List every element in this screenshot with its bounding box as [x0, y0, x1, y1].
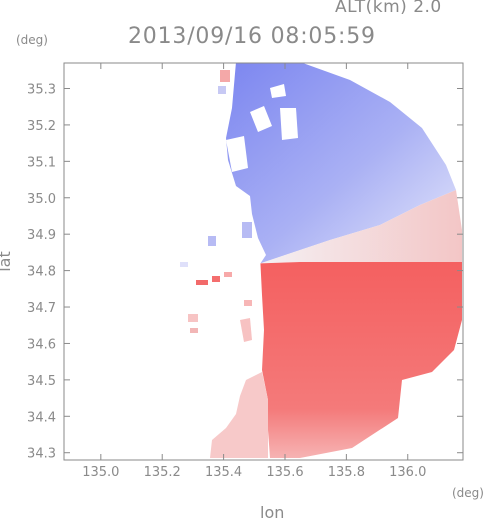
y-tick-label: 34.8: [27, 265, 56, 280]
neutral-velocity-band: [260, 190, 462, 264]
west-echo-patch: [240, 318, 252, 342]
y-tick-label: 35.2: [27, 119, 56, 134]
echo-fragment-10: [220, 70, 230, 82]
y-tick-label: 35.1: [27, 155, 56, 170]
southwest-echo: [210, 372, 268, 458]
echo-fragment-6: [190, 328, 198, 333]
altitude-label: ALT(km) 2.0: [335, 0, 442, 17]
plot-frame: [63, 62, 464, 461]
x-tick-label: 136.0: [389, 465, 426, 480]
y-tick-label: 34.3: [27, 447, 56, 462]
y-axis-unit: (deg): [16, 33, 48, 47]
x-axis-label: lon: [260, 503, 285, 522]
y-tick-label: 35.0: [27, 192, 56, 207]
x-tick-label: 135.0: [82, 465, 119, 480]
echo-fragment-5: [188, 314, 198, 322]
y-tick-label: 34.5: [27, 374, 56, 389]
y-tick-label: 35.3: [27, 82, 56, 97]
x-tick-label: 135.6: [266, 465, 303, 480]
echo-fragment-9: [244, 300, 252, 306]
echo-gap-2: [280, 108, 298, 140]
echo-fragment-7: [208, 236, 216, 246]
x-axis-unit: (deg): [452, 486, 484, 500]
echo-fragment-1: [180, 262, 188, 267]
y-tick-label: 34.9: [27, 228, 56, 243]
echo-fragment-4: [224, 272, 232, 277]
chart-title: 2013/09/16 08:05:59: [128, 24, 376, 49]
echo-fragment-11: [218, 86, 226, 94]
echo-fragment-3: [212, 276, 220, 282]
y-tick-label: 34.7: [27, 301, 56, 316]
echo-fragment-2: [196, 280, 208, 285]
x-tick-label: 135.8: [328, 465, 365, 480]
x-tick-label: 135.4: [205, 465, 242, 480]
echo-fragment-8: [242, 222, 252, 238]
x-tick-label: 135.2: [144, 465, 181, 480]
y-tick-label: 34.4: [27, 410, 56, 425]
y-tick-label: 34.6: [27, 337, 56, 352]
echo-gap-4: [270, 84, 286, 98]
echo-gap-1: [250, 106, 272, 132]
echo-gap-3: [226, 136, 248, 172]
receding-velocity-region: [260, 262, 462, 458]
